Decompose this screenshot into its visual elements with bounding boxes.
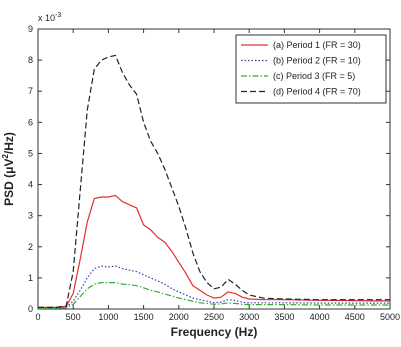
x-tick-label: 500 [66,312,81,322]
series-line-4 [38,54,390,308]
x-tick-label: 2000 [169,312,189,322]
x-tick-label: 1500 [134,312,154,322]
y-tick-label: 4 [28,180,33,190]
y-tick-label: 3 [28,211,33,221]
y-tick-label: 6 [28,117,33,127]
x-tick-label: 4000 [310,312,330,322]
y-axis-title: PSD (μV2/Hz) [1,132,16,206]
series-line-3 [38,282,390,309]
legend: (a) Period 1 (FR = 30) (b) Period 2 (FR =… [235,34,387,104]
y-tick-label: 1 [28,273,33,283]
x-tick-label: 5000 [380,312,400,322]
legend-items: (a) Period 1 (FR = 30) (b) Period 2 (FR =… [241,40,361,97]
y-tick-label: 7 [28,86,33,96]
x-tick-label: 2500 [204,312,224,322]
legend-label-2: (b) Period 2 (FR = 10) [273,56,361,66]
series-group [38,54,390,309]
x-tick-label: 4500 [345,312,365,322]
legend-label-3: (c) Period 3 (FR = 5) [273,71,355,81]
series-line-1 [38,194,390,308]
x-axis-ticks: 0 500 1000 1500 2000 2500 3000 3500 4000 4500 5000 [35,29,400,322]
legend-label-1: (a) Period 1 (FR = 30) [273,40,361,50]
x-tick-label: 3000 [239,312,259,322]
x-tick-label: 3500 [274,312,294,322]
y-tick-label: 0 [28,304,33,314]
legend-label-4: (d) Period 4 (FR = 70) [273,87,361,97]
x-tick-label: 1000 [98,312,118,322]
x-tick-label: 0 [35,312,40,322]
y-multiplier: x 10-3 [38,12,61,23]
x-axis-title: Frequency (Hz) [171,325,258,339]
y-tick-label: 8 [28,55,33,65]
y-tick-label: 2 [28,242,33,252]
y-tick-label: 9 [28,24,33,34]
y-tick-label: 5 [28,148,33,158]
